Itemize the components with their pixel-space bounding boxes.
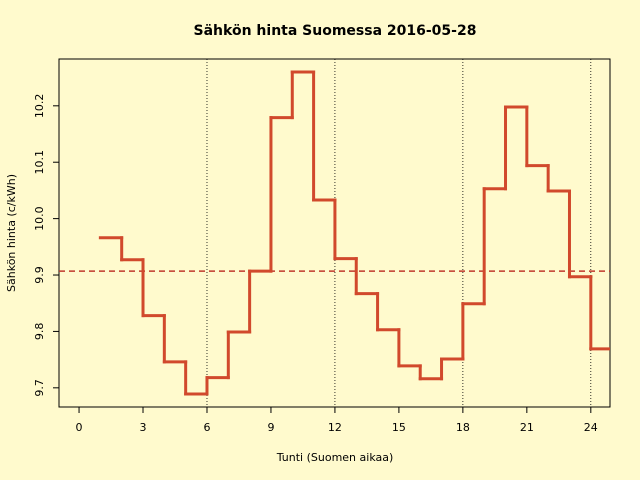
x-tick-label: 15 [392, 421, 406, 434]
y-tick-label: 10.2 [33, 94, 46, 119]
x-tick-label: 18 [456, 421, 470, 434]
x-tick-label: 0 [76, 421, 83, 434]
y-axis-label: Sähkön hinta (c/kWh) [5, 174, 18, 292]
x-tick-label: 21 [520, 421, 534, 434]
x-tick-label: 9 [267, 421, 274, 434]
plot-area [59, 59, 610, 407]
x-tick-label: 3 [140, 421, 147, 434]
y-tick-label: 9.7 [33, 379, 46, 397]
chart-title: Sähkön hinta Suomessa 2016-05-28 [194, 23, 477, 39]
x-axis-label: Tunti (Suomen aikaa) [276, 451, 394, 464]
y-tick-label: 10.0 [33, 206, 46, 231]
step-riser [120, 70, 593, 396]
x-tick-label: 12 [328, 421, 342, 434]
y-tick-label: 9.8 [33, 323, 46, 341]
y-tick-label: 10.1 [33, 150, 46, 175]
y-tick-label: 9.9 [33, 266, 46, 284]
x-tick-label: 6 [203, 421, 210, 434]
x-tick-label: 24 [584, 421, 598, 434]
